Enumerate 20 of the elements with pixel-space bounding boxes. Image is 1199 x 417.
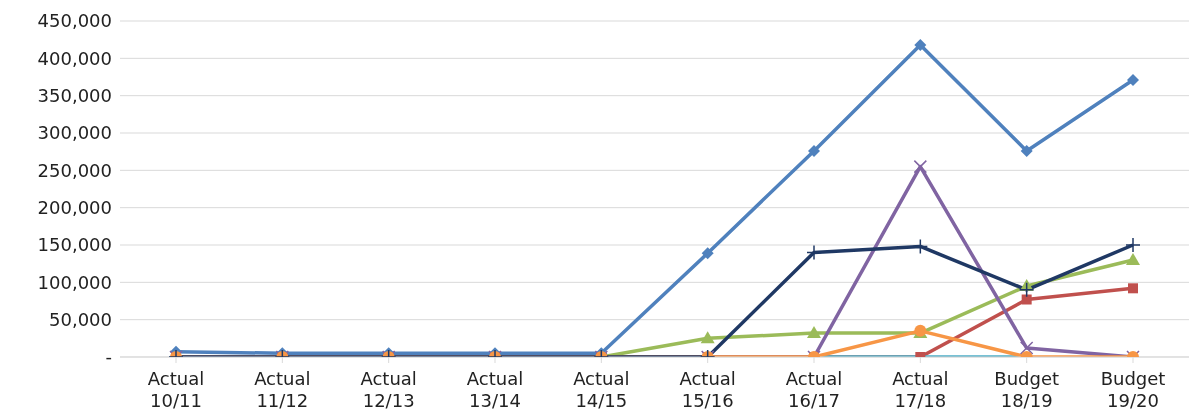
y-tick-label: 100,000 xyxy=(37,271,112,293)
x-tick-label: Actual 17/18 xyxy=(892,368,949,411)
x-tick-label: Actual 15/16 xyxy=(679,368,736,411)
x-tick-label: Actual 10/11 xyxy=(147,368,205,411)
y-tick-label: 150,000 xyxy=(37,234,112,256)
y-tick-label: 350,000 xyxy=(37,85,112,107)
x-tick-label: Actual 12/13 xyxy=(360,368,417,411)
y-tick-label: 250,000 xyxy=(37,159,112,181)
y-tick-label: 50,000 xyxy=(49,309,112,331)
x-tick-label: Actual 11/12 xyxy=(254,368,311,411)
x-tick-label: Budget 19/20 xyxy=(1100,368,1166,411)
x-tick-label: Actual 16/17 xyxy=(785,368,843,411)
x-tick-label: Actual 14/15 xyxy=(573,368,630,411)
y-tick-label: - xyxy=(105,346,112,368)
x-tick-label: Budget 18/19 xyxy=(994,368,1060,411)
x-tick-label: Actual 13/14 xyxy=(466,368,524,411)
y-tick-label: 300,000 xyxy=(37,122,112,144)
y-tick-label: 400,000 xyxy=(37,47,112,69)
y-tick-label: 450,000 xyxy=(37,10,112,32)
y-tick-label: 200,000 xyxy=(37,197,112,219)
